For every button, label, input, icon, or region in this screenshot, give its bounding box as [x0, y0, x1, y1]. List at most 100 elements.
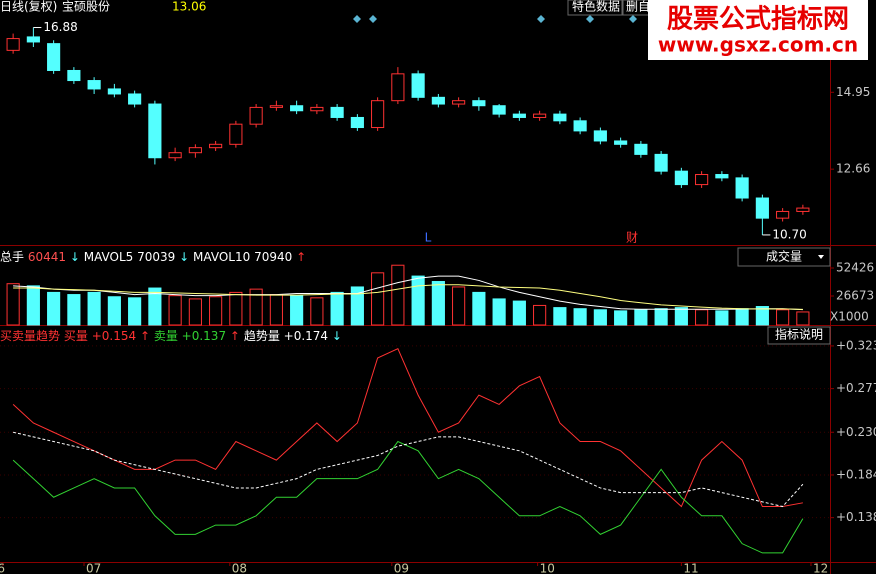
candle-body [249, 106, 263, 125]
volume-bar [229, 291, 243, 326]
volume-bar [26, 285, 40, 326]
candle-body [634, 143, 648, 155]
y-tick-label: 12.66 [836, 162, 870, 176]
volume-bar [715, 310, 729, 326]
dropdown[interactable]: 成交量 [737, 247, 831, 267]
y-tick-label: 52426 [836, 261, 874, 275]
button[interactable]: 删自 [622, 0, 654, 16]
button-label[interactable]: 特色数据 [572, 0, 620, 14]
x-tick-label: 08 [232, 562, 247, 574]
volume-bar [452, 286, 466, 326]
volume-bar [87, 291, 101, 326]
annotation: 10.70 [772, 227, 806, 241]
header-text: 70039 [137, 250, 175, 264]
y-tick-label: +0.277 [836, 381, 876, 395]
volume-bar [330, 291, 344, 326]
diamond [629, 15, 637, 23]
candle-body [796, 207, 810, 212]
dropdown-box[interactable] [737, 247, 831, 267]
candle-body [128, 93, 142, 105]
ma-line [13, 284, 803, 310]
candle-body [431, 96, 445, 105]
volume-bar [310, 297, 324, 326]
indicator-header: 买卖量趋势 买量 +0.154 ↑ 卖量 +0.137 ↑ 趋势量 +0.174… [0, 329, 342, 343]
candle-body [371, 100, 385, 129]
indicator-line [12, 348, 803, 508]
volume-bar [614, 310, 628, 326]
candle-body [330, 106, 344, 118]
volume-bar [654, 308, 668, 326]
volume-bar [674, 307, 688, 326]
candle-body [776, 210, 790, 219]
volume-bar [553, 307, 567, 326]
volume-bar [431, 281, 445, 326]
volume-bar [67, 294, 81, 326]
x-tick-label: 09 [394, 562, 409, 574]
dropdown-arrow[interactable] [818, 255, 824, 259]
volume-bar [47, 291, 61, 326]
header-text: 趋势量 [244, 329, 280, 343]
header-text: 卖量 [154, 329, 178, 343]
diamond [369, 15, 377, 23]
indicator-button[interactable]: 指标说明 [767, 326, 831, 345]
button[interactable]: 特色数据 [567, 0, 623, 16]
header-text: 70940 [254, 250, 292, 264]
header-text: ↓ [179, 250, 189, 264]
volume-bar [6, 283, 20, 326]
volume-bar [249, 288, 263, 326]
volume-bar [735, 308, 749, 326]
candle-body [168, 152, 182, 159]
diamond [537, 15, 545, 23]
volume-bar [411, 275, 425, 326]
y-tick-label: +0.138 [836, 510, 876, 524]
y-tick-label: +0.230 [836, 425, 876, 439]
header-text: ↓ [332, 329, 342, 343]
volume-unit: X1000 [830, 310, 869, 324]
price-label: 13.06 [172, 0, 206, 14]
y-tick-label: +0.184 [836, 467, 876, 481]
header-text: 60441 [28, 250, 66, 264]
candle-body [654, 153, 668, 172]
candle-body [47, 43, 61, 71]
candle-body [6, 38, 20, 51]
volume-bar [128, 297, 142, 326]
volume-bar [290, 295, 304, 326]
stock-name: 宝硕股份 [62, 0, 110, 14]
watermark-url: www.gsxz.com.cn [658, 33, 858, 57]
volume-bar [776, 309, 790, 326]
header-text: 买量 [64, 329, 88, 343]
header-text: 买卖量趋势 [0, 329, 60, 343]
candle-body [695, 174, 709, 186]
volume-bar [472, 291, 486, 326]
candle-body [209, 143, 223, 149]
button-box[interactable] [567, 0, 623, 16]
volume-bar [796, 311, 810, 326]
event-marker: L [425, 231, 432, 245]
candle-body [512, 113, 526, 118]
event-diamonds [353, 15, 637, 23]
volume-header: 总手 60441 ↓ MAVOL5 70039 ↓ MAVOL10 70940 … [0, 250, 306, 264]
candle-body [67, 69, 81, 82]
button-label[interactable]: 删自 [626, 0, 650, 14]
diamond [353, 15, 361, 23]
button-label[interactable]: 指标说明 [775, 327, 823, 342]
candle-body [674, 170, 688, 186]
y-tick-label: 14.95 [836, 85, 870, 99]
button-box[interactable] [767, 326, 831, 345]
dropdown-label[interactable]: 成交量 [766, 249, 802, 264]
volume-bar [209, 296, 223, 326]
volume-bar [593, 309, 607, 326]
candle-body [593, 130, 607, 142]
indicator-line [13, 431, 804, 508]
candle-body [411, 73, 425, 98]
header-text: +0.174 [284, 329, 328, 343]
x-tick-label: 11 [683, 562, 698, 574]
x-tick-label: 06 [0, 562, 5, 574]
watermark-box [648, 0, 868, 60]
volume-bar [755, 306, 769, 326]
period: 日线(复权) [0, 0, 57, 14]
candle-body [533, 113, 547, 118]
indicator-line [12, 440, 804, 554]
candle-body [472, 100, 486, 107]
volume-bar [107, 296, 121, 326]
